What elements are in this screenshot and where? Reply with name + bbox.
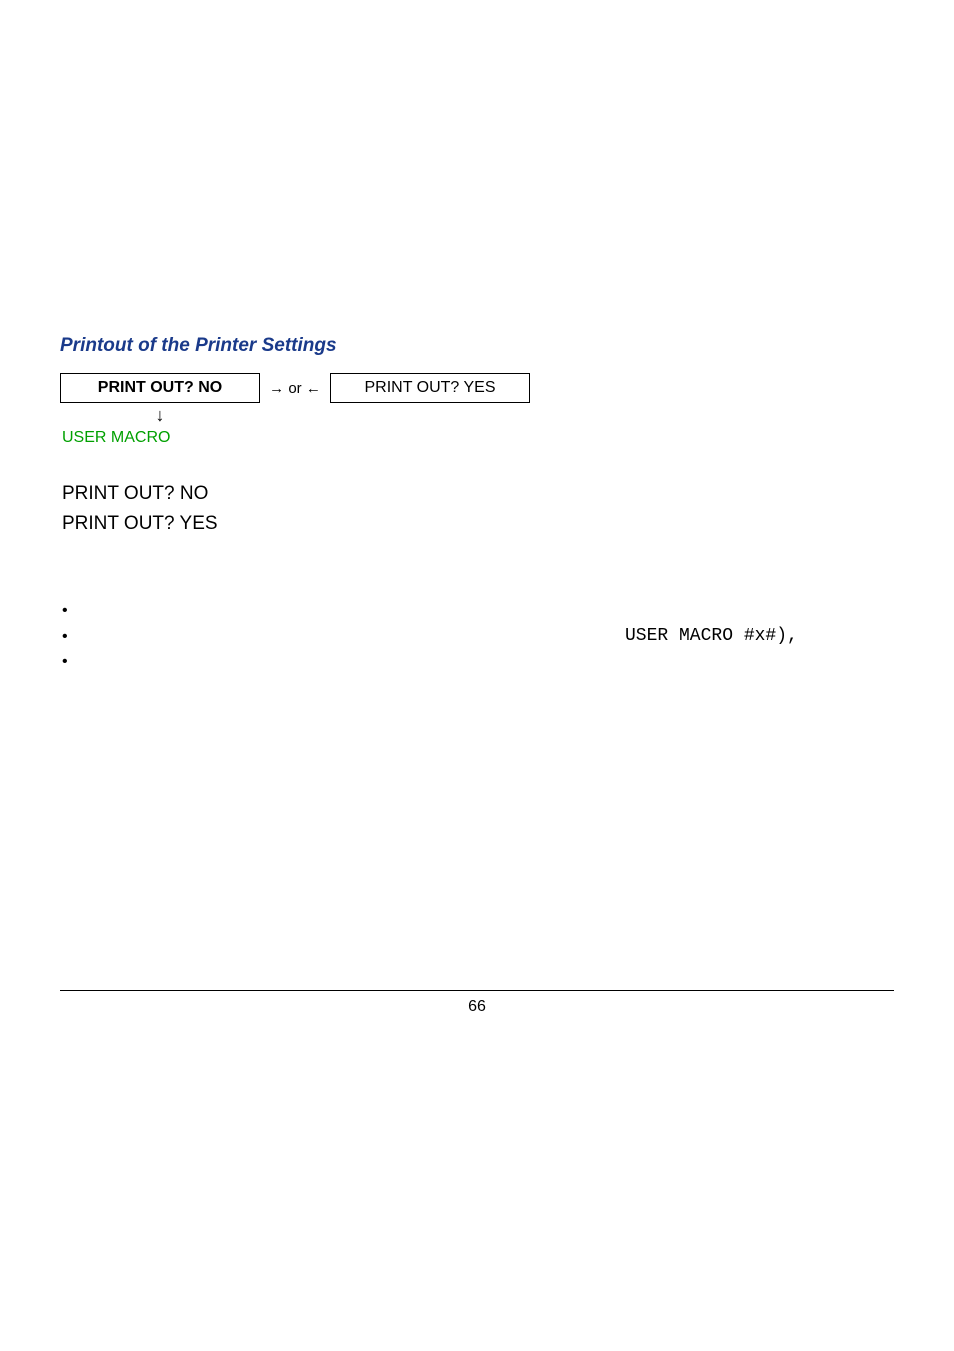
bullet-item: • [62, 599, 894, 623]
footer-rule [60, 990, 894, 991]
print-out-no-box: PRINT OUT? NO [60, 373, 260, 403]
option-yes-text: PRINT OUT? YES [62, 509, 894, 539]
print-out-yes-box: PRINT OUT? YES [330, 373, 530, 403]
page-number: 66 [0, 998, 954, 1016]
bullet-dot-icon: • [62, 599, 90, 623]
user-macro-code: USER MACRO #x#), [625, 623, 798, 650]
bullet-item: • [62, 650, 894, 674]
option-no-text: PRINT OUT? NO [62, 479, 894, 509]
diagram-row: PRINT OUT? NO → or ← PRINT OUT? YES [60, 373, 894, 403]
bullet-list: • • USER MACRO #x#), • [62, 599, 894, 674]
down-arrow-icon: ↓ [60, 405, 260, 427]
bullet-dot-icon: • [62, 650, 90, 674]
section-title: Printout of the Printer Settings [60, 335, 894, 357]
bullet-dot-icon: • [62, 625, 90, 649]
user-macro-link[interactable]: USER MACRO [62, 429, 894, 447]
bullet-item: • USER MACRO #x#), [62, 623, 894, 650]
arrow-connector: → or ← [260, 380, 330, 397]
